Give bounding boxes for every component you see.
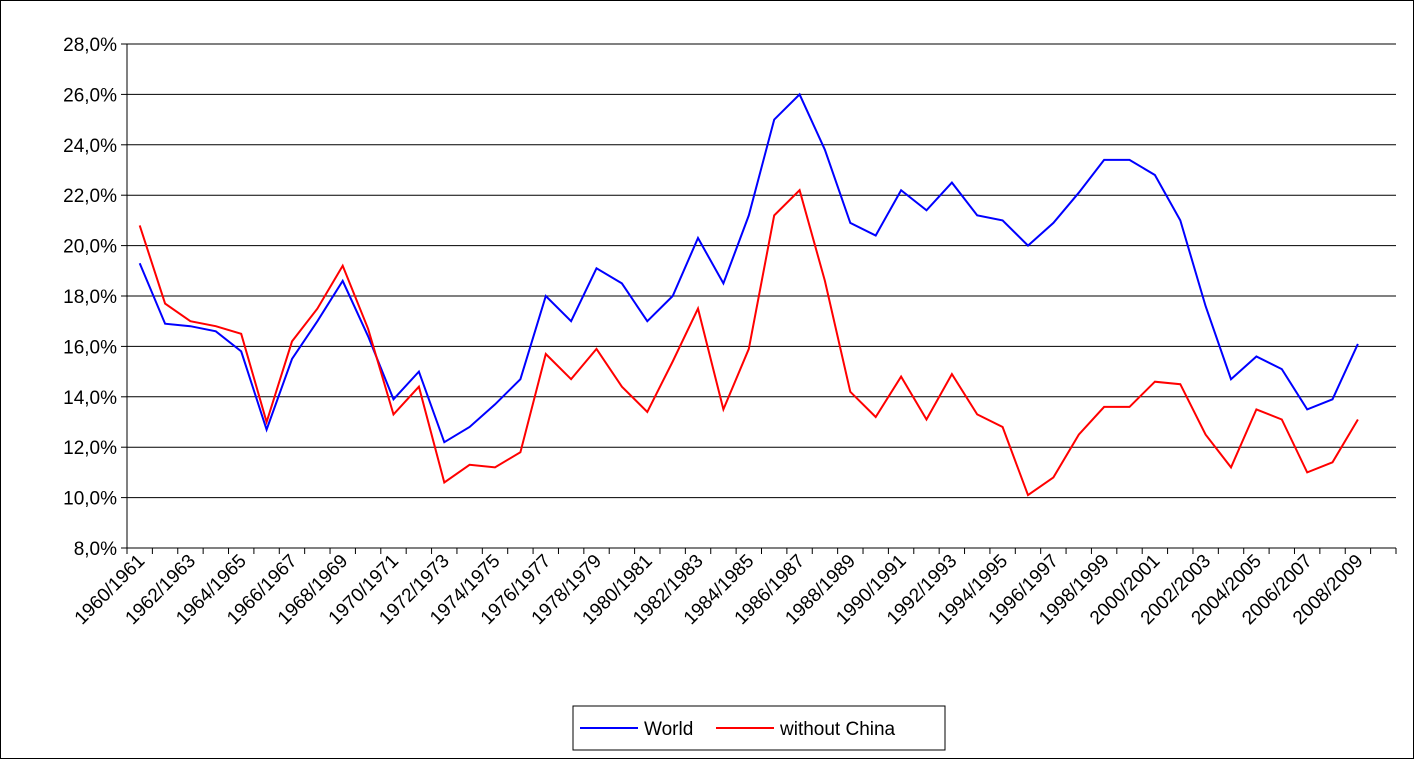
y-tick-label: 18,0% [63,287,117,308]
y-tick-label: 16,0% [63,337,117,358]
y-tick-label: 10,0% [63,489,117,510]
y-tick-label: 26,0% [63,85,117,106]
y-tick-label: 24,0% [63,136,117,157]
y-tick-label: 12,0% [63,438,117,459]
y-tick-label: 8,0% [74,539,117,560]
y-tick-label: 20,0% [63,237,117,258]
legend-label: without China [779,719,896,740]
series-line-world [138,92,1359,444]
legend-label: World [644,719,693,740]
y-tick-label: 22,0% [63,186,117,207]
series-line-without-china [138,188,1359,497]
y-tick-label: 14,0% [63,388,117,409]
y-tick-label: 28,0% [63,35,117,56]
